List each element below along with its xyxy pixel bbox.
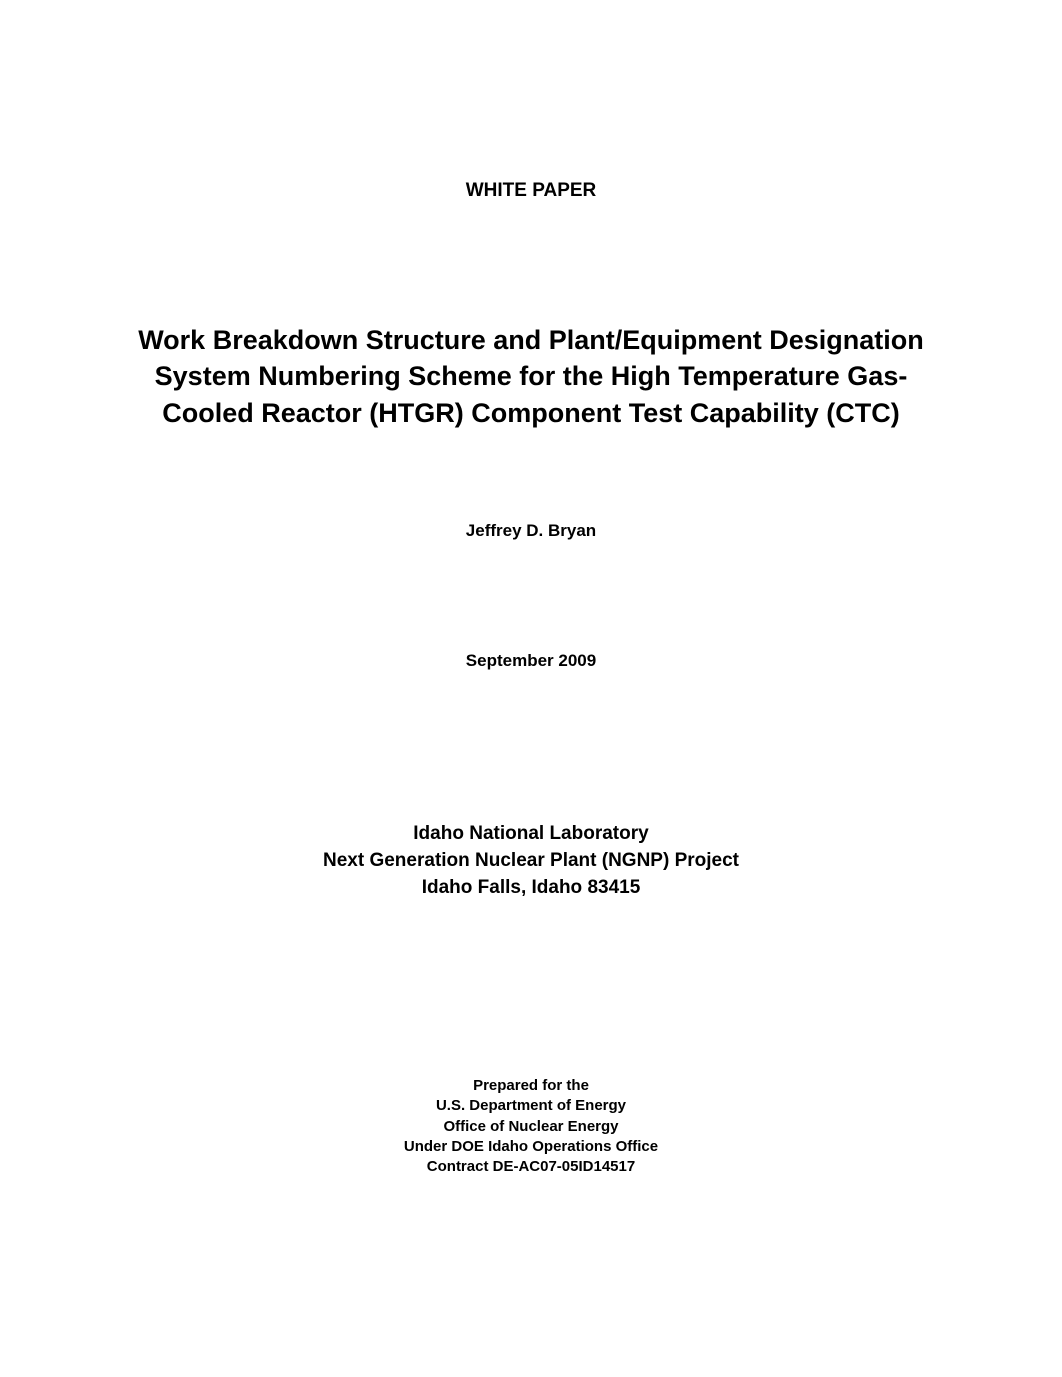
organization-block: Idaho National Laboratory Next Generatio… [100,821,962,901]
prep-line-contract: Contract DE-AC07-05ID14517 [100,1157,962,1177]
prep-line-office: Office of Nuclear Energy [100,1117,962,1137]
org-line-project: Next Generation Nuclear Plant (NGNP) Pro… [100,848,962,875]
org-line-location: Idaho Falls, Idaho 83415 [100,875,962,902]
prep-line-dept: U.S. Department of Energy [100,1096,962,1116]
prepared-for-block: Prepared for the U.S. Department of Ener… [100,1076,962,1177]
prep-line-ops: Under DOE Idaho Operations Office [100,1137,962,1157]
publication-date: September 2009 [100,651,962,671]
prep-line-intro: Prepared for the [100,1076,962,1096]
document-title: Work Breakdown Structure and Plant/Equip… [100,322,962,431]
org-line-lab: Idaho National Laboratory [100,821,962,848]
author-name: Jeffrey D. Bryan [100,521,962,541]
document-type-label: WHITE PAPER [100,180,962,202]
